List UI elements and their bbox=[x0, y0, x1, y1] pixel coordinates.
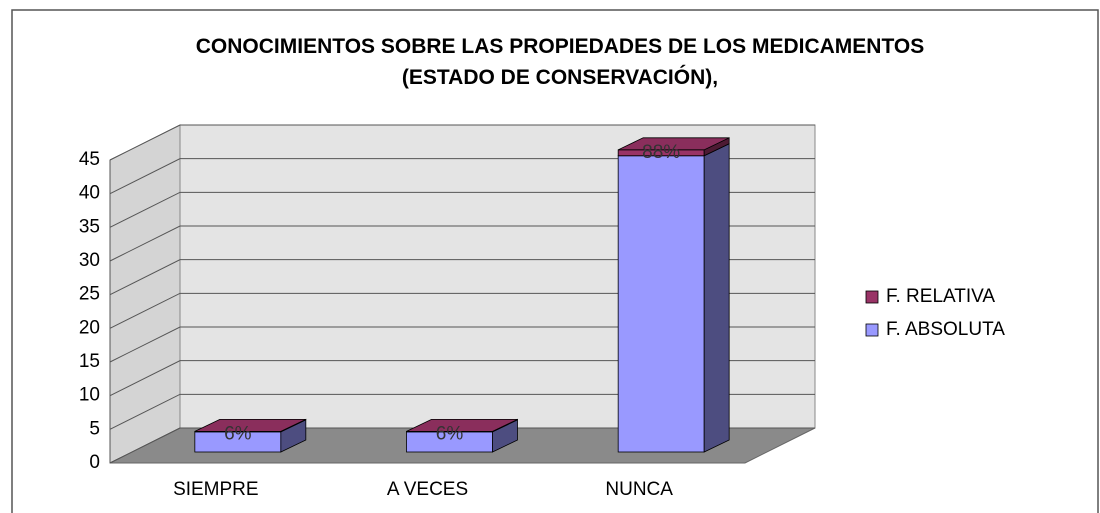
legend-swatch bbox=[865, 290, 879, 304]
grid-line bbox=[109, 191, 815, 228]
bar-segment bbox=[617, 143, 730, 453]
bar-top bbox=[194, 418, 307, 432]
bar-top bbox=[406, 418, 518, 432]
y-tick-label: 15 bbox=[79, 351, 100, 372]
grid-line bbox=[109, 360, 815, 397]
grid-line bbox=[109, 326, 815, 363]
bar-segment bbox=[617, 137, 730, 157]
grid-segment bbox=[109, 191, 815, 228]
grid-segment bbox=[109, 225, 815, 262]
data-label: 88% bbox=[642, 142, 680, 163]
chart-title: CONOCIMIENTOS SOBRE LAS PROPIEDADES DE L… bbox=[196, 35, 924, 89]
grid-segment bbox=[109, 326, 815, 363]
y-tick-label: 0 bbox=[89, 452, 100, 473]
x-tick-label: A VECES bbox=[387, 479, 468, 500]
grid-segment bbox=[109, 360, 815, 397]
data-label: 6% bbox=[436, 423, 464, 444]
grid-segment bbox=[109, 393, 815, 430]
x-tick-label: NUNCA bbox=[605, 479, 673, 500]
grid-line bbox=[109, 259, 815, 296]
y-tick-label: 35 bbox=[79, 216, 100, 237]
bar-side bbox=[703, 143, 730, 453]
legend-label: F. RELATIVA bbox=[886, 286, 995, 307]
grid-line bbox=[109, 158, 815, 195]
y-tick-label: 30 bbox=[79, 250, 100, 271]
bar-segment bbox=[194, 418, 307, 433]
data-label: 6% bbox=[224, 423, 252, 444]
legend-label: F. ABSOLUTA bbox=[886, 319, 1005, 340]
y-tick-label: 25 bbox=[79, 284, 100, 305]
grid-line bbox=[109, 427, 815, 464]
grid-line bbox=[109, 124, 815, 161]
grid-segment bbox=[109, 292, 815, 329]
bar-top bbox=[617, 137, 730, 151]
grid-segment bbox=[109, 259, 815, 296]
grid-line bbox=[109, 393, 815, 430]
y-tick-label: 40 bbox=[79, 183, 100, 204]
y-tick-label: 10 bbox=[79, 385, 100, 406]
grid-segment bbox=[109, 427, 815, 464]
bar-front bbox=[617, 155, 705, 453]
grid-line bbox=[109, 225, 815, 262]
y-tick-label: 45 bbox=[79, 149, 100, 170]
grid-line bbox=[109, 292, 815, 329]
legend-swatch bbox=[865, 323, 879, 337]
y-tick-label: 5 bbox=[89, 418, 100, 439]
x-tick-label: SIEMPRE bbox=[173, 479, 259, 500]
y-tick-label: 20 bbox=[79, 317, 100, 338]
grid-segment bbox=[109, 124, 815, 161]
grid-segment bbox=[109, 158, 815, 195]
bar-segment bbox=[406, 418, 518, 433]
